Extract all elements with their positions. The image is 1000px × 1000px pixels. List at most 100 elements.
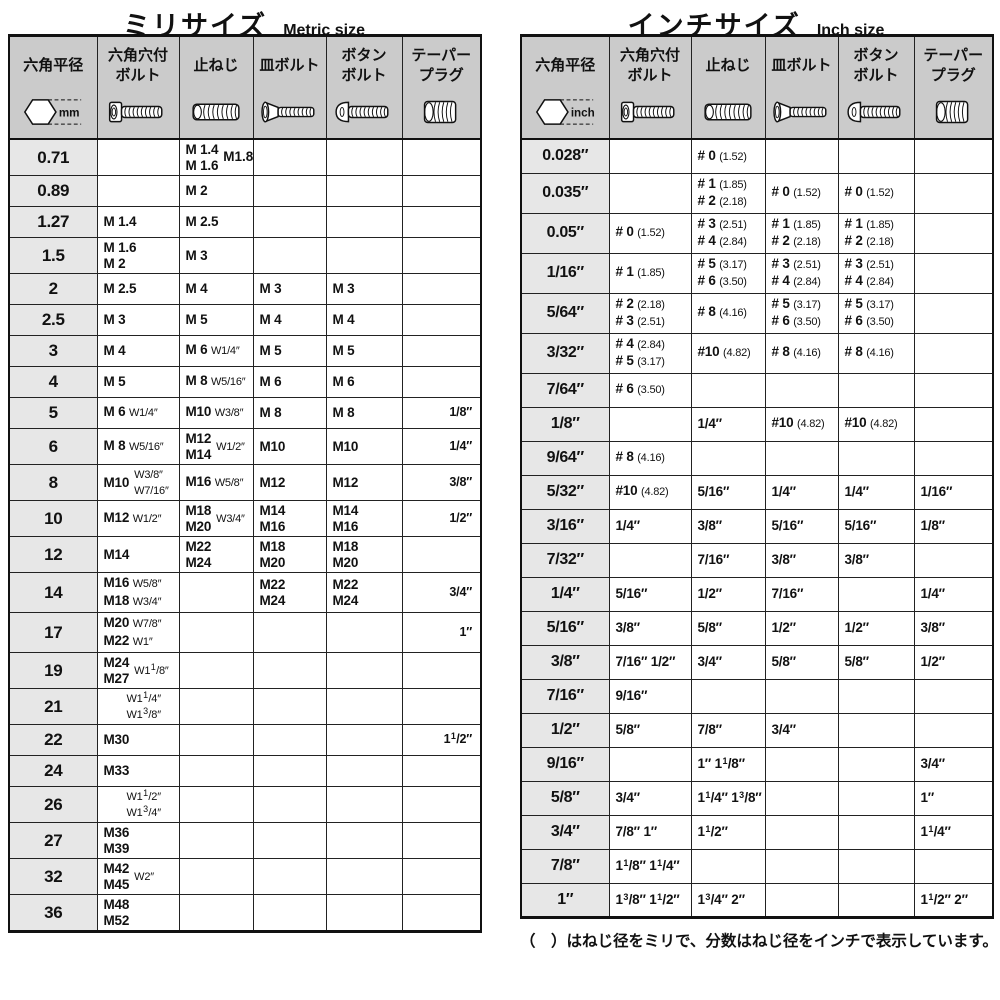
cell-hex-socket-bolt xyxy=(608,138,692,174)
cell-button-bolt xyxy=(325,822,403,859)
table-row: 7/8″ 11/8″ 11/4″ xyxy=(520,848,994,884)
cell-set-screw: #10 (4.82) xyxy=(690,332,766,374)
cell-button-bolt: M18 M20 xyxy=(325,536,403,573)
hex-width-cell: 7/32″ xyxy=(520,542,610,578)
table-row: 5/32″ #10 (4.82) 5/16″ 1/4″ 1/4″ 1/16″ xyxy=(520,474,994,510)
cell-taper-plug xyxy=(913,138,994,174)
table-row: 0.89 M 2 xyxy=(8,175,482,207)
flat-head-screw-icon xyxy=(768,90,836,134)
hex-width-cell: 3 xyxy=(8,335,98,367)
hex-width-cell: 1.27 xyxy=(8,206,98,238)
cell-hex-socket-bolt: M24 M27 W11/8″ xyxy=(96,652,180,689)
cell-button-bolt xyxy=(325,652,403,689)
cell-button-bolt xyxy=(325,786,403,823)
cell-button-bolt: 1/2″ xyxy=(837,610,915,646)
cell-set-screw xyxy=(178,688,254,725)
cell-set-screw: 1/4″ xyxy=(690,406,766,442)
hex-width-cell: 5/8″ xyxy=(520,780,610,816)
metric-title: ミリサイズ xyxy=(122,11,268,41)
cell-taper-plug xyxy=(401,237,482,274)
cell-set-screw: # 1 (1.85) # 2 (2.18) xyxy=(690,172,766,214)
table-row: 21 W11/4″ W13/8″ xyxy=(8,688,482,725)
cell-button-bolt xyxy=(325,858,403,895)
hex-width-cell: 8 xyxy=(8,464,98,501)
table-row: 9/64″ # 8 (4.16) xyxy=(520,440,994,476)
cell-button-bolt: 3/8″ xyxy=(837,542,915,578)
cell-flat-head-bolt xyxy=(252,612,327,653)
cell-set-screw: M 6 W1/4″ xyxy=(178,335,254,367)
cell-set-screw: 13/4″ 2″ xyxy=(690,882,766,918)
cell-flat-head-bolt xyxy=(252,724,327,756)
column-header-hex-socket-bolt: 六角穴付 ボルト xyxy=(96,35,180,140)
cell-taper-plug: 1/8″ xyxy=(401,397,482,429)
cell-hex-socket-bolt: 7/16″ 1/2″ xyxy=(608,644,692,680)
table-row: 36 M48 M52 xyxy=(8,894,482,932)
cell-taper-plug: 3/8″ xyxy=(913,610,994,646)
table-row: 24 M33 xyxy=(8,755,482,787)
cell-flat-head-bolt xyxy=(764,372,839,408)
button-head-screw-icon xyxy=(329,90,400,134)
column-header-button-bolt: ボタン ボルト xyxy=(837,35,915,140)
cell-flat-head-bolt: M 4 xyxy=(252,304,327,336)
cell-set-screw xyxy=(178,822,254,859)
taper-plug-icon xyxy=(405,90,479,134)
cell-taper-plug xyxy=(401,786,482,823)
cell-flat-head-bolt: # 8 (4.16) xyxy=(764,332,839,374)
cell-hex-socket-bolt: M 1.6 M 2 xyxy=(96,237,180,274)
cell-flat-head-bolt: M 3 xyxy=(252,273,327,305)
column-label: 六角平径 xyxy=(23,57,84,74)
cell-set-screw: M 8 W5/16″ xyxy=(178,366,254,398)
cell-hex-socket-bolt: 7/8″ 1″ xyxy=(608,814,692,850)
hex-width-cell: 0.05″ xyxy=(520,212,610,254)
hex-width-cell: 7/8″ xyxy=(520,848,610,884)
table-row: 12 M14 M22 M24 M18 M20 M18 M20 xyxy=(8,536,482,573)
cell-button-bolt: #10 (4.82) xyxy=(837,406,915,442)
cell-flat-head-bolt xyxy=(764,814,839,850)
cell-flat-head-bolt: 3/8″ xyxy=(764,542,839,578)
hex-width-cell: 5/16″ xyxy=(520,610,610,646)
button-head-screw-icon xyxy=(841,90,912,134)
hex-width-cell: 0.89 xyxy=(8,175,98,207)
cell-button-bolt xyxy=(837,712,915,748)
cell-hex-socket-bolt xyxy=(608,746,692,782)
cell-set-screw xyxy=(178,755,254,787)
cell-button-bolt xyxy=(325,138,403,176)
cell-set-screw: 3/8″ xyxy=(690,508,766,544)
table-row: 9/16″ 1″ 11/8″ 3/4″ xyxy=(520,746,994,782)
hex-width-cell: 1″ xyxy=(520,882,610,918)
cell-set-screw: M 5 xyxy=(178,304,254,336)
table-row: 8 M10 W3/8″ W7/16″ M16 W5/8″ M12 M12 3/8″ xyxy=(8,464,482,501)
cell-button-bolt xyxy=(837,814,915,850)
cell-button-bolt: M 8 xyxy=(325,397,403,429)
cell-taper-plug xyxy=(401,335,482,367)
cell-flat-head-bolt xyxy=(252,652,327,689)
cell-button-bolt xyxy=(325,755,403,787)
table-row: 27 M36 M39 xyxy=(8,822,482,859)
column-label: ボタン ボルト xyxy=(341,47,387,84)
cell-flat-head-bolt: 1/4″ xyxy=(764,474,839,510)
cell-set-screw: 5/16″ xyxy=(690,474,766,510)
cell-taper-plug xyxy=(913,440,994,476)
cell-button-bolt: 5/8″ xyxy=(837,644,915,680)
hex-width-cell: 9/64″ xyxy=(520,440,610,476)
cell-flat-head-bolt: M 6 xyxy=(252,366,327,398)
hex-width-cell: 10 xyxy=(8,500,98,537)
table-row: 7/32″ 7/16″ 3/8″ 3/8″ xyxy=(520,542,994,578)
column-label: テーパー プラグ xyxy=(923,47,984,84)
table-row: 7/64″ # 6 (3.50) xyxy=(520,372,994,408)
cell-taper-plug xyxy=(913,172,994,214)
footnote: （ ）はねじ径をミリで、分数はねじ径をインチで表示しています。 xyxy=(520,932,998,950)
cell-taper-plug xyxy=(913,372,994,408)
column-header-set-screw: 止ねじ xyxy=(178,35,254,140)
set-screw-icon xyxy=(182,90,251,134)
cell-set-screw: M 1.4 M 1.6 M1.8 xyxy=(178,138,254,176)
hex-width-cell: 5/64″ xyxy=(520,292,610,334)
table-row: 1/2″ 5/8″ 7/8″ 3/4″ xyxy=(520,712,994,748)
cell-taper-plug xyxy=(401,688,482,725)
hex-width-cell: 1/2″ xyxy=(520,712,610,748)
hex-width-cell: 1/8″ xyxy=(520,406,610,442)
cell-button-bolt xyxy=(837,576,915,612)
cell-set-screw xyxy=(178,612,254,653)
